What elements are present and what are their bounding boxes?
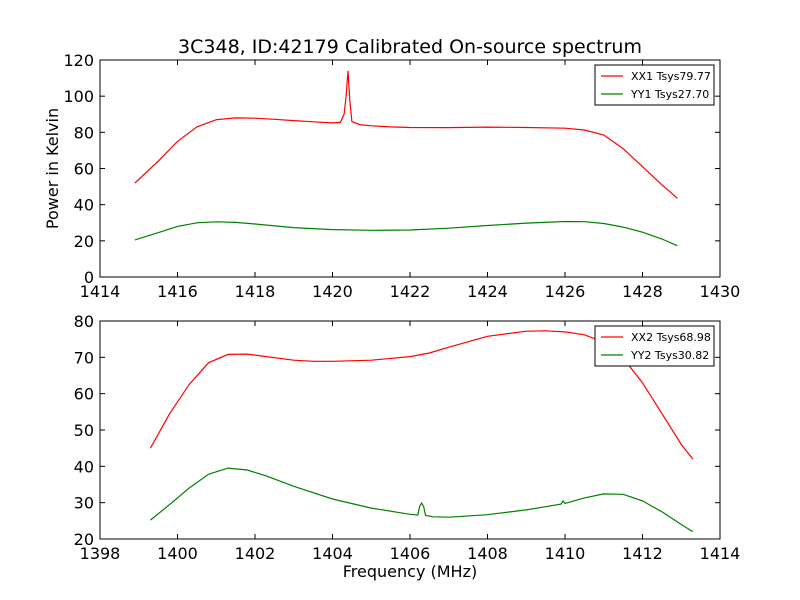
legend-box bbox=[594, 64, 715, 106]
x-tick-label: 1420 bbox=[312, 282, 353, 301]
y-tick-label: 80 bbox=[74, 312, 94, 331]
series-line-2 bbox=[150, 467, 694, 533]
y-tick-label: 50 bbox=[74, 421, 94, 440]
x-tick-label: 1414 bbox=[700, 544, 741, 563]
y-tick-label: 80 bbox=[74, 123, 94, 142]
y-tick-label: 20 bbox=[74, 232, 94, 251]
x-tick-label: 1404 bbox=[312, 544, 353, 563]
y-tick-label: 120 bbox=[63, 51, 94, 70]
y-tick-label: 60 bbox=[74, 385, 94, 404]
x-tick-label: 1398 bbox=[80, 544, 121, 563]
x-tick-label: 1402 bbox=[235, 544, 276, 563]
y-tick-label: 40 bbox=[74, 457, 94, 476]
x-tick-label: 1418 bbox=[235, 282, 276, 301]
y-axis-label: Power in Kelvin bbox=[43, 108, 62, 229]
x-tick-label: 1406 bbox=[390, 544, 431, 563]
y-tick-label: 20 bbox=[74, 530, 94, 549]
x-tick-label: 1410 bbox=[545, 544, 586, 563]
x-tick-label: 1426 bbox=[545, 282, 586, 301]
x-tick-label: 1428 bbox=[622, 282, 663, 301]
legend-entry: YY2 Tsys30.82 bbox=[630, 349, 709, 362]
legend-entry: XX2 Tsys68.98 bbox=[631, 331, 711, 344]
x-tick-label: 1430 bbox=[700, 282, 741, 301]
bottom-panel: 1398 1400 1402 1404 1406 1408 1410 1412 1414 20 30… bbox=[74, 312, 741, 581]
series-line-2 bbox=[134, 220, 678, 247]
x-axis-label: Frequency (MHz) bbox=[343, 562, 477, 581]
x-tick-label: 1422 bbox=[390, 282, 431, 301]
x-tick-label: 1412 bbox=[622, 544, 663, 563]
y-tick-label: 30 bbox=[74, 494, 94, 513]
x-tick-label: 1408 bbox=[467, 544, 508, 563]
y-tick-label: 40 bbox=[74, 196, 94, 215]
legend-entry: XX1 Tsys79.77 bbox=[631, 70, 711, 83]
top-panel: 1414 1416 1418 1420 1422 1424 1426 1428 1430 0 20 4… bbox=[43, 51, 740, 301]
series-line-1 bbox=[134, 70, 678, 199]
y-tick-label: 60 bbox=[74, 160, 94, 179]
legend-box bbox=[594, 325, 715, 367]
x-tick-label: 1424 bbox=[467, 282, 508, 301]
x-tick-label: 1400 bbox=[157, 544, 198, 563]
y-tick-label: 100 bbox=[63, 87, 94, 106]
figure-title: 3C348, ID:42179 Calibrated On-source spe… bbox=[178, 36, 642, 58]
x-tick-label: 1414 bbox=[80, 282, 121, 301]
legend-entry: YY1 Tsys27.70 bbox=[630, 88, 709, 101]
y-tick-label: 0 bbox=[84, 268, 94, 287]
y-tick-label: 70 bbox=[74, 348, 94, 367]
x-tick-label: 1416 bbox=[157, 282, 198, 301]
